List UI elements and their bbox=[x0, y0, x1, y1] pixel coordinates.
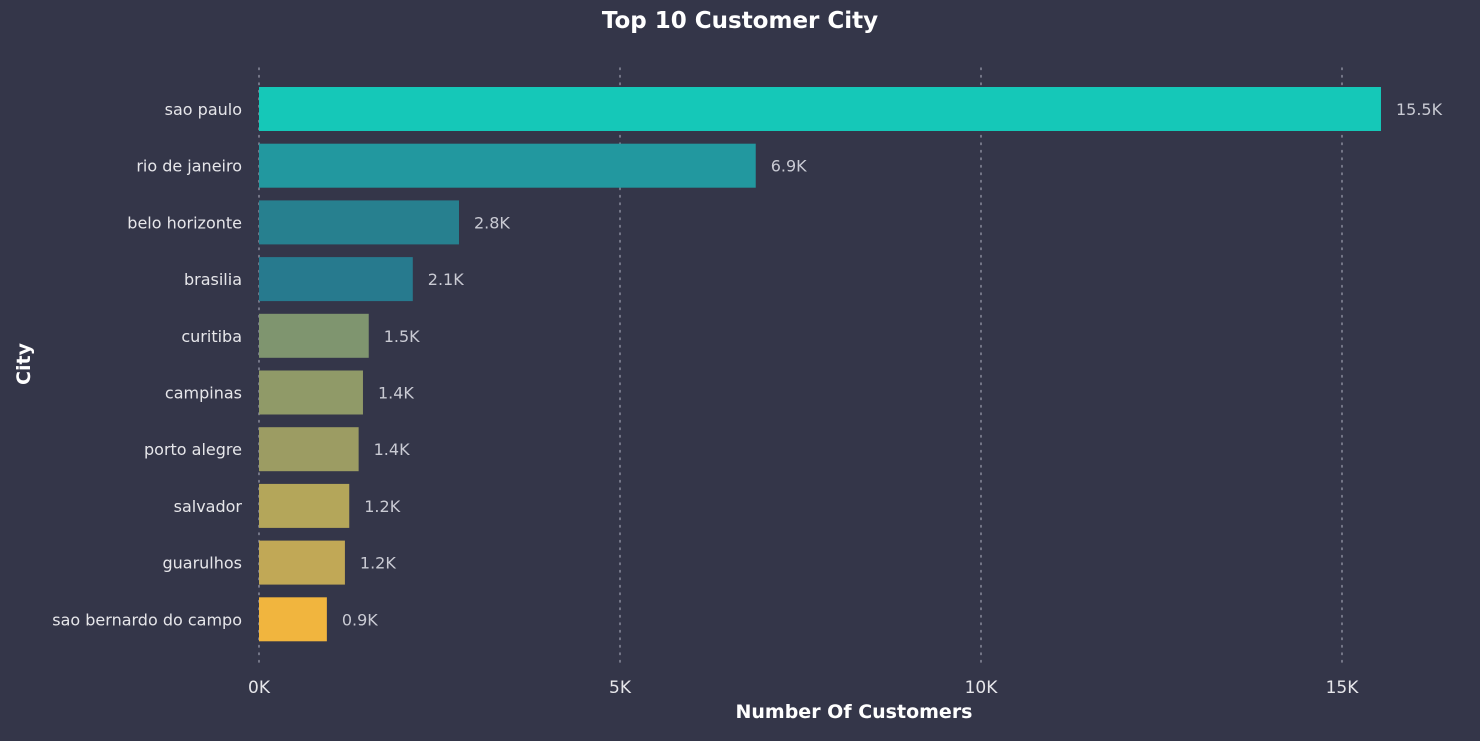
bar[interactable] bbox=[259, 143, 756, 188]
category-label: salvador bbox=[174, 497, 243, 516]
bar[interactable] bbox=[259, 427, 359, 472]
data-label: 6.9K bbox=[771, 157, 807, 176]
x-tick-label: 5K bbox=[609, 678, 632, 698]
bar[interactable] bbox=[259, 370, 363, 415]
x-tick-label: 15K bbox=[1326, 678, 1360, 698]
y-axis-label: City bbox=[13, 343, 35, 385]
data-label: 2.8K bbox=[474, 213, 510, 232]
bar[interactable] bbox=[259, 483, 350, 528]
x-tick-label: 10K bbox=[965, 678, 999, 698]
data-label: 1.5K bbox=[384, 327, 420, 346]
data-label: 15.5K bbox=[1396, 100, 1443, 119]
category-label: brasilia bbox=[184, 270, 242, 289]
bar[interactable] bbox=[259, 257, 413, 302]
bar[interactable] bbox=[259, 87, 1381, 131]
category-label: campinas bbox=[165, 384, 242, 403]
category-label: rio de janeiro bbox=[136, 157, 242, 176]
x-axis-label: Number Of Customers bbox=[735, 701, 973, 723]
data-label: 1.4K bbox=[374, 440, 410, 459]
bar[interactable] bbox=[259, 540, 345, 585]
category-label: guarulhos bbox=[162, 554, 242, 573]
category-label: porto alegre bbox=[144, 440, 242, 459]
category-label: curitiba bbox=[181, 327, 242, 346]
data-label: 1.2K bbox=[360, 554, 396, 573]
category-label: belo horizonte bbox=[127, 213, 242, 232]
chart-title: Top 10 Customer City bbox=[601, 8, 879, 34]
data-label: 1.2K bbox=[364, 497, 400, 516]
bar[interactable] bbox=[259, 597, 327, 642]
data-label: 2.1K bbox=[428, 270, 464, 289]
category-label: sao paulo bbox=[165, 100, 242, 119]
data-label: 1.4K bbox=[378, 384, 414, 403]
category-label: sao bernardo do campo bbox=[52, 610, 242, 629]
bar[interactable] bbox=[259, 313, 369, 358]
x-tick-label: 0K bbox=[248, 678, 271, 698]
bar[interactable] bbox=[259, 200, 459, 245]
data-label: 0.9K bbox=[342, 610, 378, 629]
